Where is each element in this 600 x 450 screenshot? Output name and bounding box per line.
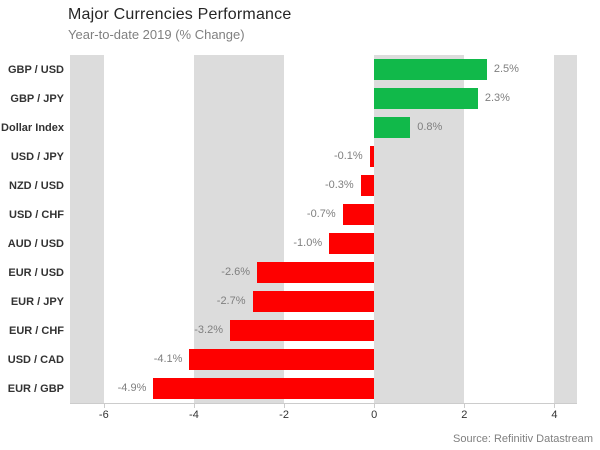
chart-subtitle: Year-to-date 2019 (% Change) (68, 27, 245, 42)
value-label: -2.6% (221, 266, 251, 278)
value-label: -3.2% (194, 324, 223, 336)
bar-row: 2.3% (70, 84, 577, 113)
chart-title: Major Currencies Performance (68, 6, 292, 23)
value-label: -2.7% (216, 295, 246, 307)
value-label: -1.0% (293, 237, 323, 249)
bar (252, 291, 375, 312)
bar (374, 117, 411, 138)
value-label: 2.5% (493, 63, 519, 75)
category-label: NZD / USD (9, 179, 64, 192)
x-tick-mark (103, 404, 105, 408)
plot-area: 2.5% 2.3% 0.8% -0.1% -0.3% -0.7% -1.0% -2.6% -2.… (70, 55, 577, 404)
bar-row: -0.1% (70, 142, 577, 171)
bar (257, 262, 375, 283)
x-tick-label: 0 (371, 409, 378, 421)
category-label: GBP / JPY (10, 92, 64, 105)
bar (229, 320, 375, 341)
bar-row: -2.7% (70, 287, 577, 316)
category-label: EUR / GBP (7, 382, 64, 395)
value-label: -0.3% (324, 179, 354, 191)
bar (360, 175, 375, 196)
category-label: EUR / CHF (9, 324, 64, 337)
category-label: GBP / USD (7, 63, 64, 76)
source-credit: Source: Refinitiv Datastream (453, 433, 593, 445)
x-tick-mark (554, 404, 556, 408)
x-tick-label: 2 (461, 409, 468, 421)
bar-row: -4.9% (70, 374, 577, 403)
bar-row: -1.0% (70, 229, 577, 258)
bar (374, 88, 478, 109)
value-label: -0.7% (306, 208, 336, 220)
x-tick-mark (374, 404, 376, 408)
bar-row: -0.7% (70, 200, 577, 229)
category-label: EUR / JPY (10, 295, 64, 308)
x-tick-mark (284, 404, 286, 408)
bar-row: -3.2% (70, 316, 577, 345)
plot-band (70, 55, 104, 403)
value-label: -0.1% (333, 150, 363, 162)
x-tick-label: -6 (98, 409, 109, 421)
bar-row: 2.5% (70, 55, 577, 84)
bar (153, 378, 375, 399)
x-tick-label: 4 (551, 409, 558, 421)
category-label: USD / CAD (7, 353, 64, 366)
bar-row: -0.3% (70, 171, 577, 200)
x-tick-label: -4 (189, 409, 199, 421)
value-label: 0.8% (417, 121, 443, 133)
x-tick-mark (464, 404, 466, 408)
category-label: Dollar Index (1, 121, 64, 134)
bar (189, 349, 375, 370)
category-label: AUD / USD (7, 237, 64, 250)
category-label: USD / JPY (10, 150, 64, 163)
plot-band (193, 55, 285, 403)
value-label: 2.3% (484, 92, 510, 104)
x-tick-mark (193, 404, 195, 408)
bar (329, 233, 375, 254)
x-tick-label: -2 (279, 409, 289, 421)
bar (342, 204, 375, 225)
bar (369, 146, 375, 167)
plot-band (554, 55, 577, 403)
category-label: EUR / USD (8, 266, 64, 279)
plot-band (374, 55, 465, 403)
bar-row: 0.8% (70, 113, 577, 142)
category-axis: GBP / USD GBP / JPY Dollar Index USD / JPY N… (0, 55, 64, 403)
category-label: USD / CHF (9, 208, 64, 221)
bar (374, 59, 487, 80)
value-axis: -6 -4 -2 0 2 4 (70, 404, 577, 426)
value-label: -4.9% (117, 382, 147, 394)
bar-row: -4.1% (70, 345, 577, 374)
value-label: -4.1% (153, 353, 183, 365)
bar-row: -2.6% (70, 258, 577, 287)
